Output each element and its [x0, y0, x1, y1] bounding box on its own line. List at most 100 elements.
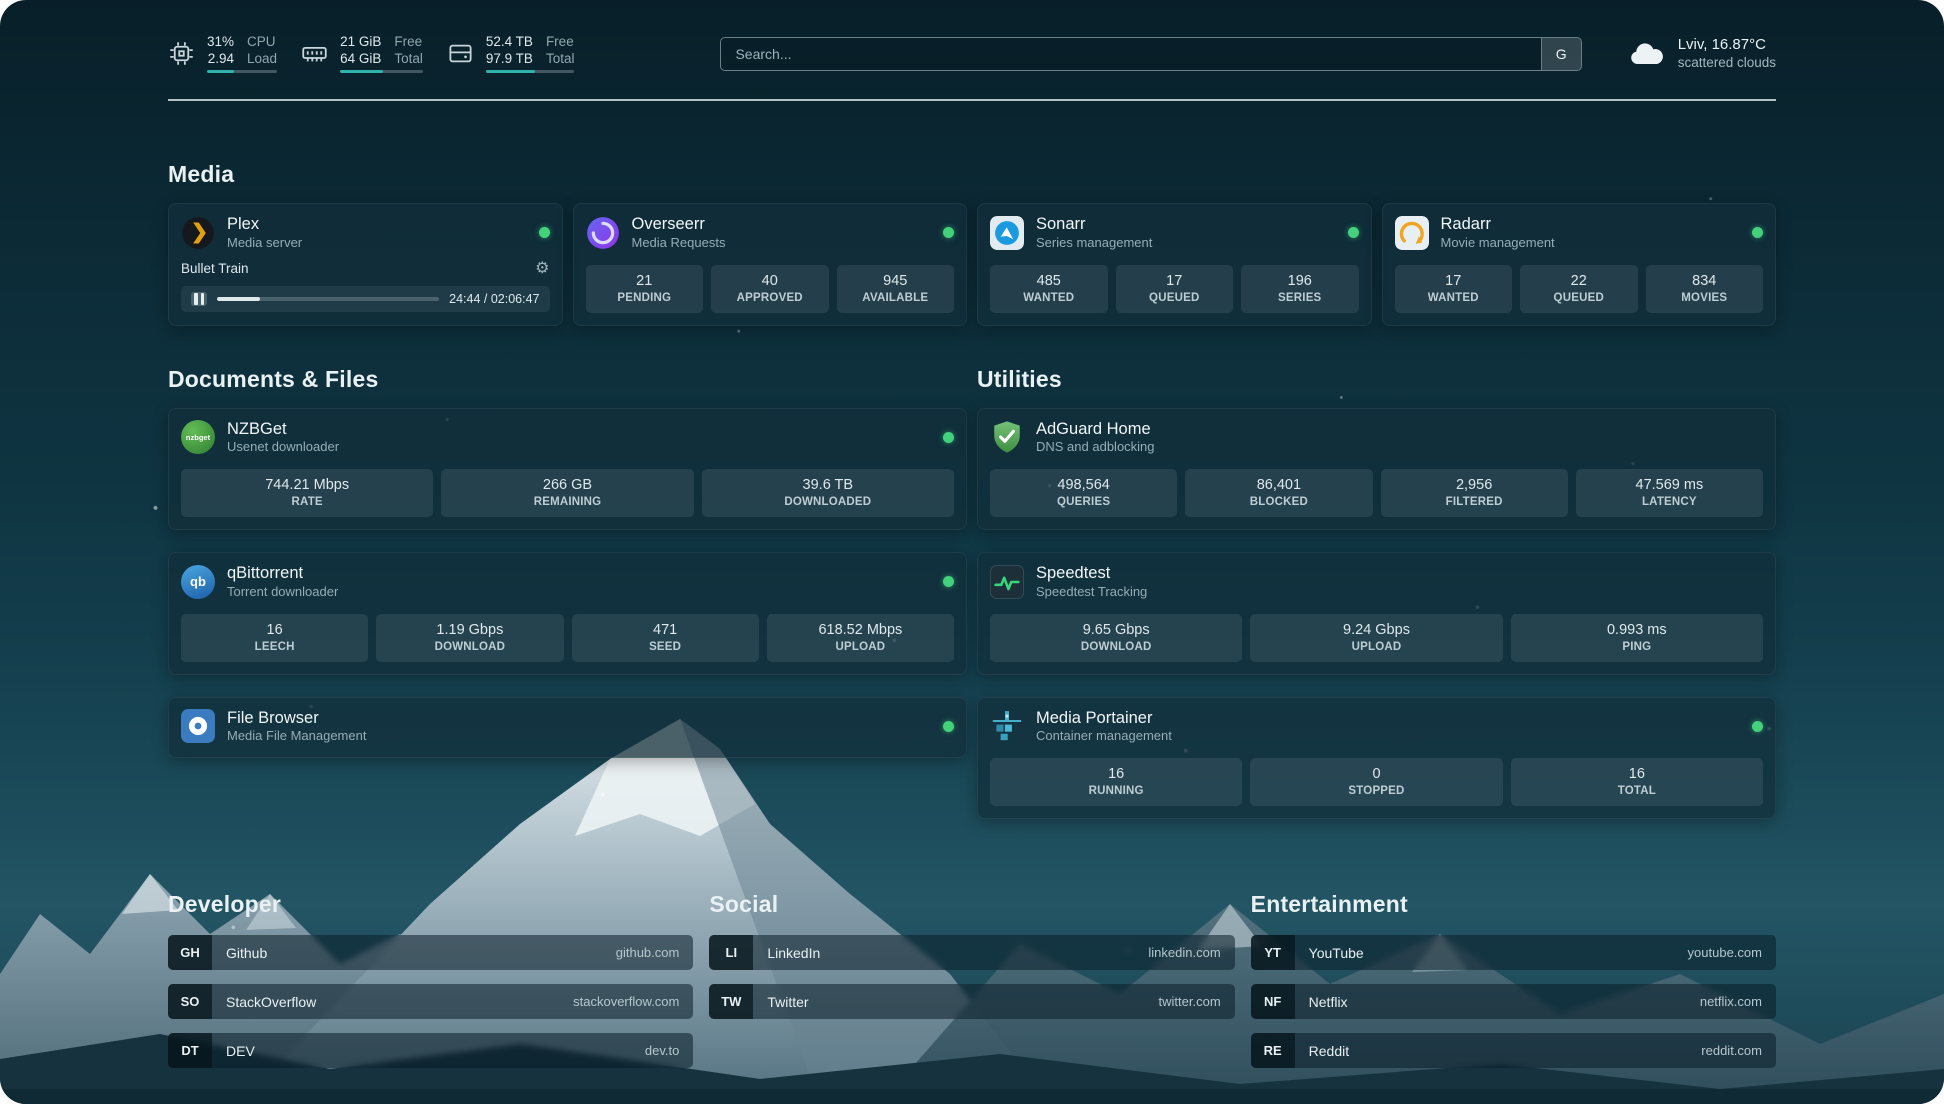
service-desc: Media File Management	[227, 728, 367, 744]
stat-tile: 471 SEED	[571, 613, 759, 662]
bookmark-abbr: SO	[168, 984, 212, 1020]
service-desc: DNS and adblocking	[1036, 439, 1155, 455]
card-header: Media Portainer Container management	[990, 708, 1763, 746]
stats-row: 21 PENDING 40 APPROVED 945 AVAILABLE	[585, 264, 954, 313]
disk-free: 52.4 TB	[485, 34, 533, 49]
service-desc: Series management	[1036, 234, 1153, 250]
search-input[interactable]	[721, 37, 1541, 70]
bookmark-url: github.com	[615, 945, 680, 961]
stat-value: 618.52 Mbps	[818, 621, 903, 638]
bookmark-abbr: LI	[709, 935, 754, 971]
bookmark-name: Reddit	[1308, 1042, 1350, 1059]
playback-time: 24:44 / 02:06:47	[449, 291, 540, 306]
filebrowser-icon	[181, 709, 215, 744]
nzbget-icon: nzbget	[181, 420, 215, 455]
bookmark-github[interactable]: GH Github github.com	[168, 935, 694, 971]
speedtest-card[interactable]: Speedtest Speedtest Tracking 9.65 Gbps D…	[977, 552, 1776, 675]
bookmark-stackoverflow[interactable]: SO StackOverflow stackoverflow.com	[168, 984, 694, 1020]
middle-columns: Documents & Files nzbget NZBGet Usenet d…	[168, 366, 1776, 820]
bookmark-abbr: DT	[168, 1033, 212, 1069]
plex-card[interactable]: Plex Media server Bullet Train ⚙ 24:44 /…	[168, 203, 563, 326]
cpu-icon	[170, 42, 193, 65]
disk-icon	[449, 44, 472, 63]
stat-tile: 0.993 ms PING	[1510, 613, 1763, 662]
playback-progress-bar[interactable]	[217, 296, 440, 301]
ram-free: 21 GiB	[340, 34, 382, 49]
stat-tile: 485 WANTED	[990, 264, 1108, 313]
bookmarks-entertainment: Entertainment YT YouTube youtube.com NF …	[1250, 891, 1776, 1082]
bookmark-linkedin[interactable]: LI LinkedIn linkedin.com	[709, 935, 1235, 971]
stat-label: TOTAL	[1617, 785, 1656, 798]
radarr-card[interactable]: Radarr Movie management 17 WANTED 22 QUE…	[1381, 203, 1776, 326]
service-desc: Media server	[227, 234, 303, 250]
cloud-icon	[1630, 42, 1663, 64]
bookmark-twitter[interactable]: TW Twitter twitter.com	[709, 984, 1235, 1020]
header-divider	[168, 99, 1776, 102]
stat-value: 834	[1692, 272, 1717, 289]
stat-label: PENDING	[617, 291, 672, 304]
cpu-progress-bar	[207, 70, 278, 74]
pause-button[interactable]	[191, 291, 207, 306]
bookmark-netflix[interactable]: NF Netflix netflix.com	[1250, 984, 1776, 1020]
system-stats-bar: 31% CPU 2.94 Load	[168, 34, 575, 74]
search-bar: G	[720, 36, 1582, 71]
disk-widget: 52.4 TB Free 97.9 TB Total	[447, 34, 575, 74]
stat-tile: 16 RUNNING	[990, 758, 1243, 807]
stat-value: 39.6 TB	[802, 477, 854, 494]
bookmark-name: StackOverflow	[226, 993, 317, 1010]
stat-label: LATENCY	[1641, 496, 1697, 509]
stat-value: 40	[761, 272, 778, 289]
disk-free-label: Free	[545, 34, 574, 49]
section-title-social: Social	[709, 891, 779, 918]
qbittorrent-icon: qb	[181, 564, 215, 599]
bookmarks-developer: Developer GH Github github.com SO StackO…	[168, 891, 694, 1082]
bookmark-abbr: YT	[1250, 935, 1295, 971]
stat-value: 22	[1570, 272, 1587, 289]
service-name: Overseerr	[631, 215, 705, 234]
stat-label: RUNNING	[1088, 785, 1144, 798]
bookmark-reddit[interactable]: RE Reddit reddit.com	[1250, 1033, 1776, 1069]
stat-tile: 196 SERIES	[1241, 264, 1359, 313]
stat-label: REMAINING	[533, 496, 602, 509]
stat-tile: 834 MOVIES	[1645, 264, 1763, 313]
status-dot	[538, 227, 550, 239]
stat-tile: 2,956 FILTERED	[1380, 469, 1568, 518]
overseerr-card[interactable]: Overseerr Media Requests 21 PENDING 40 A…	[572, 203, 967, 326]
weather-condition: scattered clouds	[1677, 55, 1776, 71]
weather-location: Lviv, 16.87°C	[1677, 35, 1766, 53]
stat-label: WANTED	[1427, 291, 1479, 304]
stat-tile: 16 LEECH	[181, 613, 369, 662]
settings-gear-icon[interactable]: ⚙	[535, 259, 550, 277]
stat-value: 47.569 ms	[1635, 477, 1704, 494]
stat-label: DOWNLOAD	[1080, 640, 1152, 653]
stat-label: DOWNLOADED	[784, 496, 872, 509]
stat-tile: 17 WANTED	[1394, 264, 1512, 313]
now-playing-row: Bullet Train ⚙	[181, 259, 550, 277]
filebrowser-card[interactable]: File Browser Media File Management	[168, 696, 967, 759]
service-desc: Media Requests	[631, 234, 726, 250]
stat-tile: 40 APPROVED	[711, 264, 829, 313]
stat-tile: 1.19 Gbps DOWNLOAD	[376, 613, 564, 662]
qbittorrent-card[interactable]: qb qBittorrent Torrent downloader 16 LEE…	[168, 552, 967, 675]
stat-label: DOWNLOAD	[434, 640, 506, 653]
portainer-card[interactable]: Media Portainer Container management 16 …	[977, 696, 1776, 820]
adguard-card[interactable]: AdGuard Home DNS and adblocking 498,564 …	[977, 407, 1776, 531]
sonarr-card[interactable]: Sonarr Series management 485 WANTED 17 Q…	[977, 203, 1372, 326]
stat-value: 16	[1628, 766, 1645, 783]
stat-value: 16	[1108, 766, 1125, 783]
service-name: Speedtest	[1036, 564, 1111, 583]
nzbget-card[interactable]: nzbget NZBGet Usenet downloader 744.21 M…	[168, 407, 967, 531]
card-header: Speedtest Speedtest Tracking	[990, 563, 1763, 601]
radarr-icon	[1394, 215, 1429, 250]
speedtest-icon	[990, 564, 1024, 599]
bookmark-youtube[interactable]: YT YouTube youtube.com	[1250, 935, 1776, 971]
search-provider-button[interactable]: G	[1540, 37, 1581, 70]
stat-value: 16	[266, 621, 283, 638]
bookmark-name: YouTube	[1308, 944, 1364, 961]
portainer-icon	[990, 709, 1024, 743]
service-name: NZBGet	[227, 419, 287, 438]
stat-tile: 47.569 ms LATENCY	[1575, 469, 1763, 518]
bookmark-dev[interactable]: DT DEV dev.to	[168, 1033, 694, 1069]
top-bar: 31% CPU 2.94 Load	[168, 0, 1776, 74]
